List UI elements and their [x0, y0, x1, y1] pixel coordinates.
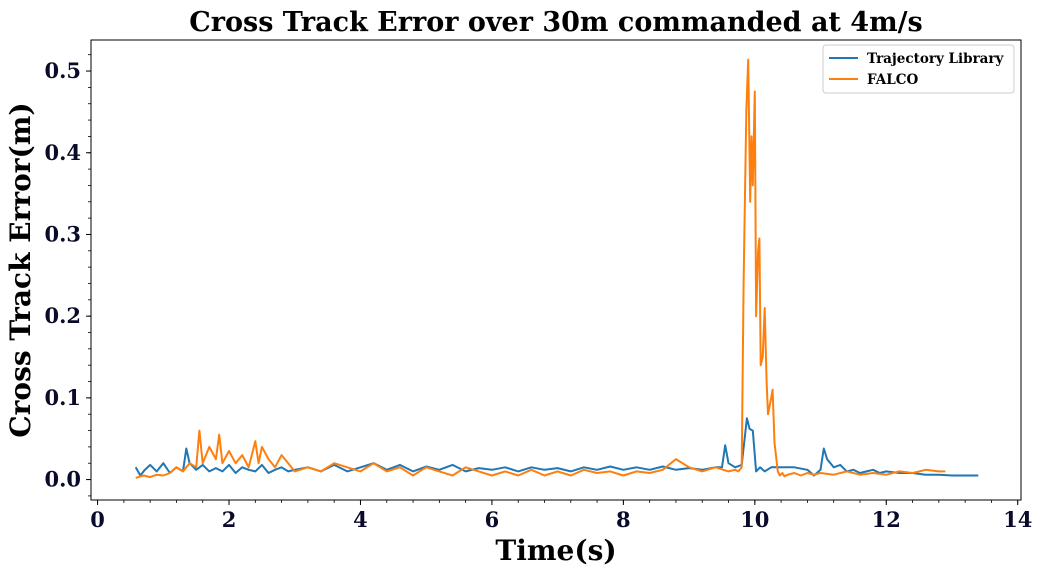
- legend: Trajectory Library FALCO: [822, 44, 1015, 94]
- series-layer: [134, 58, 979, 479]
- x-tick-label: 2: [222, 507, 237, 532]
- x-tick-label: 6: [485, 507, 500, 532]
- x-axis-label: Time(s): [495, 534, 616, 567]
- x-tick-label: 14: [1003, 507, 1032, 532]
- x-tick-label: 4: [353, 507, 368, 532]
- x-tick-label: 0: [90, 507, 105, 532]
- legend-label-1: FALCO: [867, 72, 919, 88]
- ticks-layer: 0 2 4 6 8 10 12 14 0.0 0.1 0.2 0.3 0.4 0.5: [44, 54, 1032, 532]
- y-tick-label: 0.5: [44, 58, 81, 83]
- x-tick-label: 10: [740, 507, 769, 532]
- y-tick-label: 0.2: [44, 303, 81, 328]
- y-tick-label: 0.3: [44, 221, 81, 246]
- y-tick-label: 0.4: [44, 140, 81, 165]
- x-tick-label: 8: [616, 507, 631, 532]
- series-line-0: [134, 417, 979, 477]
- chart-title: Cross Track Error over 30m commanded at …: [189, 7, 922, 38]
- series-line-1: [135, 58, 946, 479]
- x-tick-label: 12: [872, 507, 901, 532]
- plot-frame: [90, 39, 1022, 501]
- legend-box: [822, 44, 1015, 94]
- y-tick-label: 0.1: [44, 385, 81, 410]
- legend-label-0: Trajectory Library: [867, 51, 1005, 67]
- y-tick-label: 0.0: [44, 467, 81, 492]
- y-axis-label: Cross Track Error(m): [4, 102, 37, 437]
